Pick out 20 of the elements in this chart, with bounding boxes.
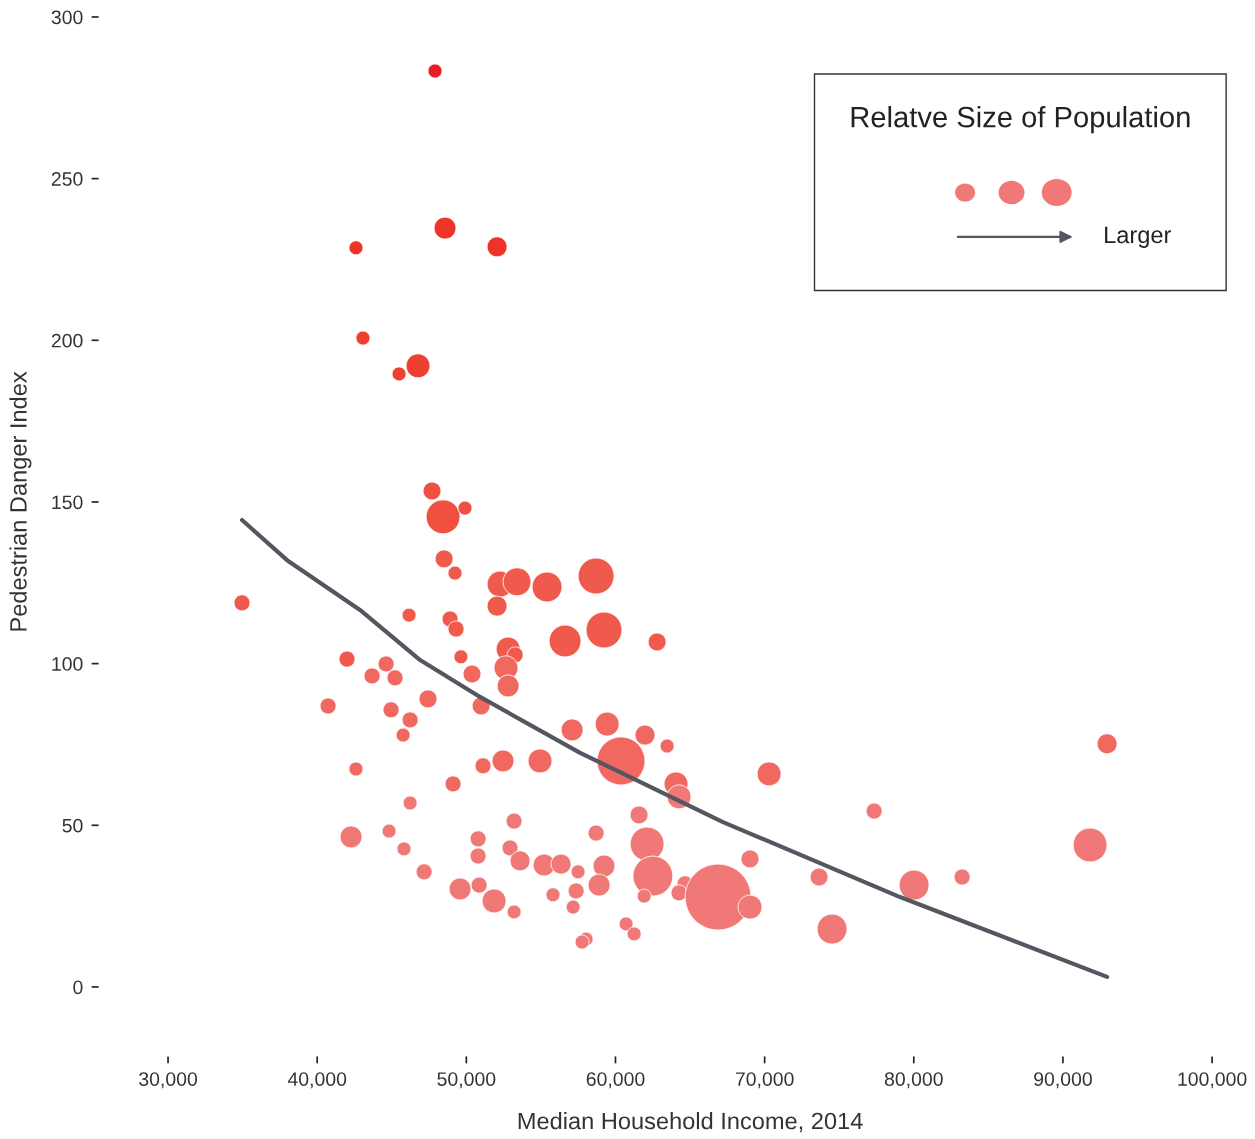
x-tick-label: 100,000 xyxy=(1178,1072,1247,1089)
legend-title: Relatve Size of Population xyxy=(851,106,1190,134)
x-tick-label: 60,000 xyxy=(586,1072,645,1089)
x-tick-label: 40,000 xyxy=(287,1072,347,1089)
x-tick-label: 70,000 xyxy=(735,1072,794,1089)
y-tick-label: 200 xyxy=(51,333,83,348)
y-tick-label: 150 xyxy=(52,495,83,510)
y-tick-label: 50 xyxy=(62,818,83,833)
x-axis-title: Median Household Income, 2014 xyxy=(518,1112,863,1133)
y-tick-label: 100 xyxy=(52,657,83,671)
y-tick-label: 300 xyxy=(51,10,83,25)
x-tick-label: 80,000 xyxy=(884,1072,943,1089)
x-tick-label: 30,000 xyxy=(139,1072,198,1089)
y-tick-label: 0 xyxy=(73,980,83,995)
x-tick-label: 50,000 xyxy=(437,1072,496,1089)
line-series xyxy=(239,517,1110,980)
y-tick-label: 250 xyxy=(51,172,83,186)
annotation: Larger xyxy=(1105,226,1171,248)
y-axis-title: Pedestrian Danger Index xyxy=(9,371,32,631)
x-tick-label: 90,000 xyxy=(1034,1072,1092,1089)
